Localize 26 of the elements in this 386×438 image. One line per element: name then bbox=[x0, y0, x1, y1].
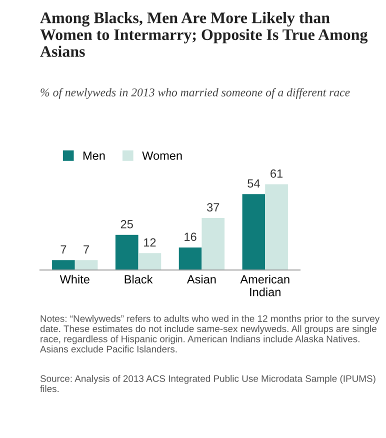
data-label: 61 bbox=[270, 169, 283, 178]
data-label: 7 bbox=[84, 245, 89, 254]
data-label: 16 bbox=[184, 232, 196, 242]
bar bbox=[115, 234, 138, 270]
x-tick-label: White bbox=[60, 274, 90, 284]
x-tick-label: American Indian bbox=[240, 274, 290, 296]
legend-label: Men bbox=[83, 152, 105, 160]
data-label: 25 bbox=[120, 220, 133, 228]
data-label: 54 bbox=[248, 179, 260, 188]
chart-subtitle: % of newlyweds in 2013 who married someone of a different race bbox=[40, 88, 350, 99]
bar bbox=[138, 253, 162, 270]
source-note: Source: Analysis of 2013 ACS Integrated Public Use Microdata Sample (IPUMS) files. bbox=[40, 375, 376, 392]
chart-title: Among Blacks, Men Are More Likely than Women to Intermarry; Opposite Is True Among Asians bbox=[40, 12, 368, 57]
bar bbox=[52, 260, 75, 270]
data-label: 7 bbox=[60, 245, 66, 254]
x-tick-label: Asian bbox=[186, 274, 216, 284]
data-label: 37 bbox=[207, 203, 220, 212]
bar bbox=[74, 260, 98, 270]
bar bbox=[265, 184, 288, 270]
text: Notes: “Newlyweds” refers to adults who wed in the 12 months prior to the survey date. These estimates do not include same-sex newlyweds. All groups are single race, regardless of Hispanic origin. American Indians include Alaska Natives. Asians exclude Pacific Islanders. bbox=[40, 315, 380, 352]
x-tick-label: Black bbox=[124, 274, 153, 284]
legend-label: Women bbox=[142, 152, 182, 160]
bar bbox=[242, 194, 266, 270]
bar bbox=[202, 218, 225, 270]
data-label: 12 bbox=[144, 238, 156, 247]
bar bbox=[178, 248, 202, 270]
